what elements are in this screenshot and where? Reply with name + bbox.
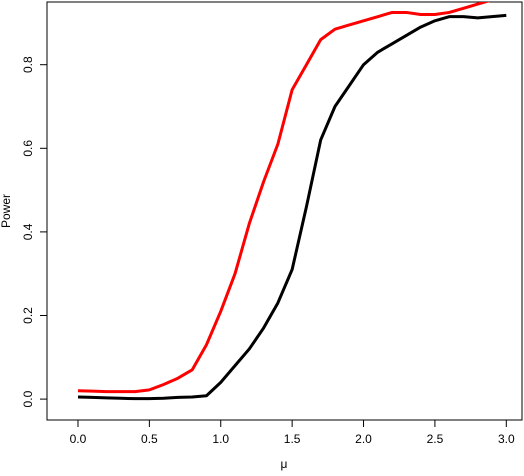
x-tick-label: 1.0 <box>212 432 229 446</box>
series-line <box>77 13 507 401</box>
y-tick-label: 0.8 <box>21 56 35 73</box>
plot-area <box>77 2 507 401</box>
x-tick-label: 2.5 <box>427 432 444 446</box>
x-tick-label: 1.5 <box>284 432 301 446</box>
y-tick-label: 0.0 <box>21 390 35 407</box>
x-tick-label: 3.0 <box>498 432 515 446</box>
series-line <box>77 2 491 394</box>
x-tick-label: 0.0 <box>70 432 87 446</box>
x-axis-label: μ <box>281 457 288 471</box>
y-axis-label: Power <box>0 194 13 228</box>
x-tick-label: 0.5 <box>141 432 158 446</box>
plot-frame <box>46 1 523 421</box>
y-tick-label: 0.2 <box>21 307 35 324</box>
x-tick-label: 2.0 <box>355 432 372 446</box>
y-tick-label: 0.6 <box>21 140 35 157</box>
y-tick-label: 0.4 <box>21 223 35 240</box>
